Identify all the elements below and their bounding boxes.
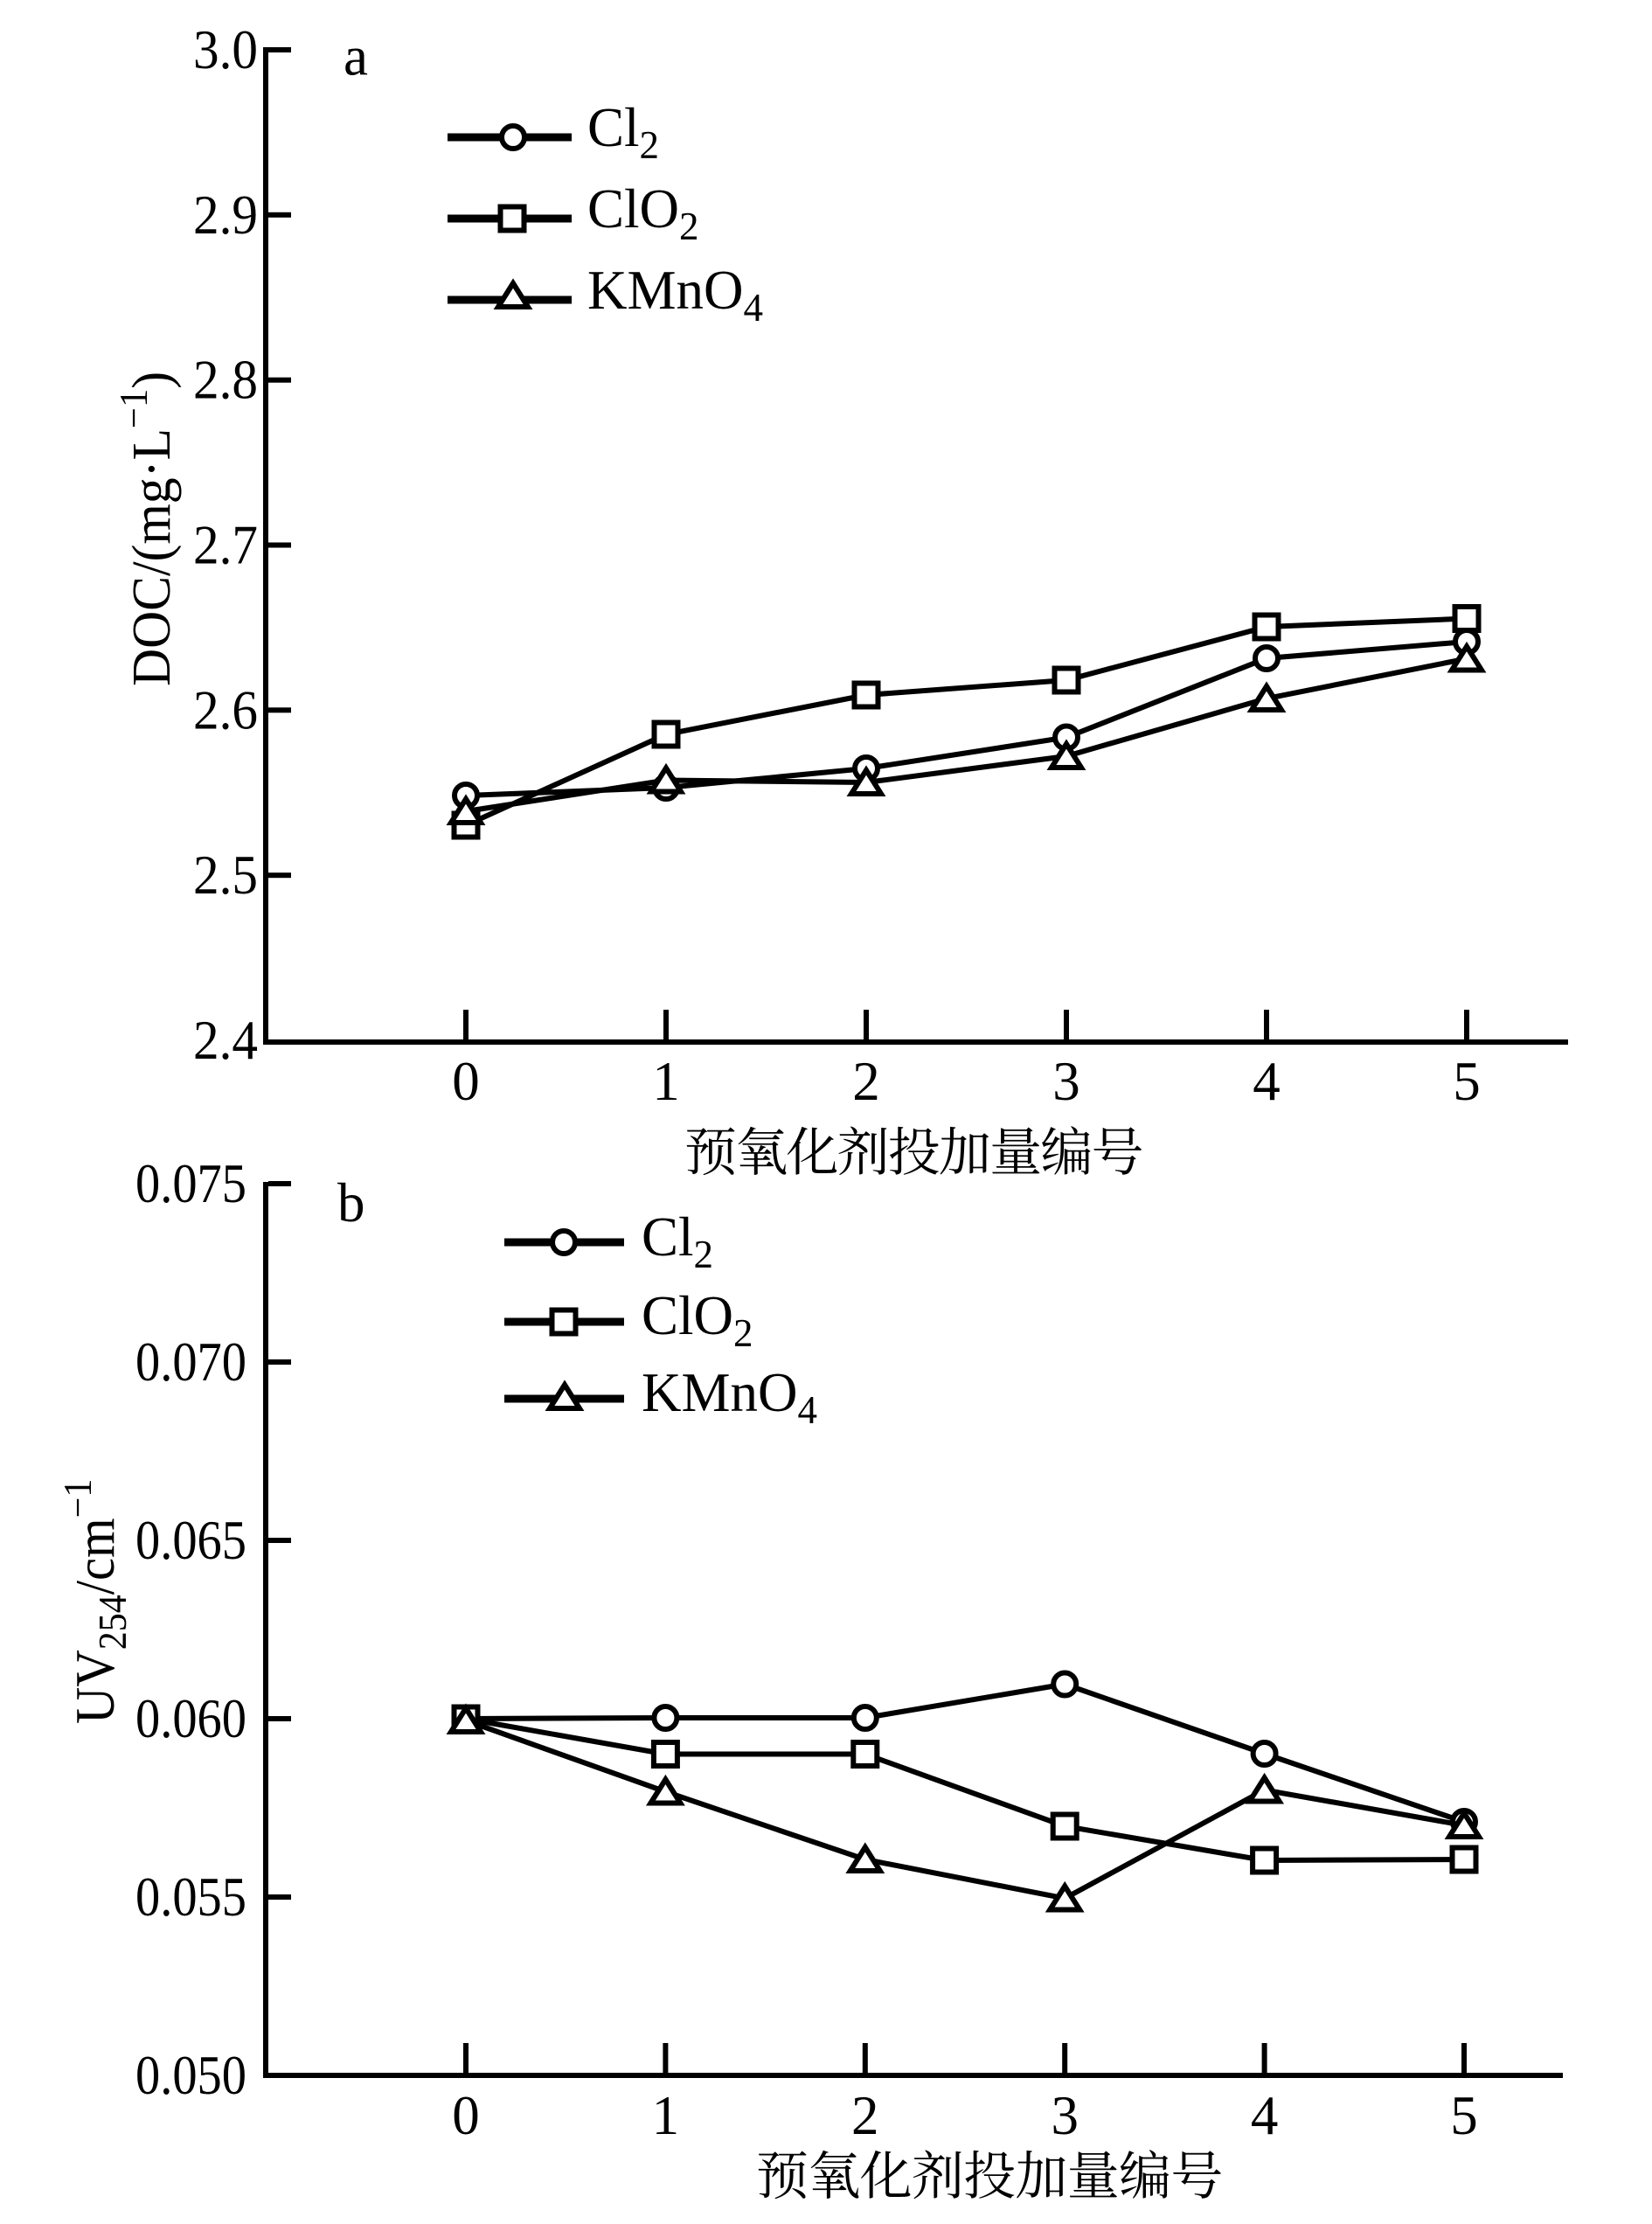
svg-text:0: 0 (452, 1051, 480, 1112)
svg-text:2.6: 2.6 (193, 679, 258, 740)
svg-text:5: 5 (1450, 2085, 1478, 2146)
svg-text:Cl2: Cl2 (587, 97, 659, 167)
svg-text:0.070: 0.070 (135, 1331, 246, 1393)
svg-text:5: 5 (1453, 1051, 1481, 1112)
svg-text:0.075: 0.075 (135, 1153, 246, 1214)
svg-text:1: 1 (652, 1051, 680, 1112)
svg-text:a: a (344, 26, 368, 87)
svg-text:ClO2: ClO2 (642, 1285, 753, 1355)
svg-text:2.7: 2.7 (193, 515, 258, 576)
svg-text:2.4: 2.4 (193, 1010, 258, 1071)
svg-text:2.8: 2.8 (193, 350, 258, 411)
svg-text:3: 3 (1052, 1051, 1080, 1112)
svg-text:Cl2: Cl2 (642, 1206, 713, 1276)
svg-text:4: 4 (1251, 2085, 1279, 2146)
svg-text:0.055: 0.055 (135, 1866, 246, 1928)
svg-text:KMnO4: KMnO4 (642, 1362, 817, 1432)
svg-text:b: b (337, 1172, 365, 1234)
svg-text:4: 4 (1253, 1051, 1281, 1112)
svg-text:0.065: 0.065 (135, 1510, 246, 1571)
svg-text:2: 2 (852, 1051, 880, 1112)
svg-text:1: 1 (652, 2085, 680, 2146)
svg-text:DOC/(mg·L−1): DOC/(mg·L−1) (113, 372, 182, 686)
svg-text:0.060: 0.060 (135, 1688, 246, 1749)
svg-text:UV254/cm−1: UV254/cm−1 (57, 1479, 135, 1724)
svg-text:2.5: 2.5 (193, 844, 258, 906)
svg-text:3: 3 (1051, 2085, 1079, 2146)
svg-text:KMnO4: KMnO4 (587, 260, 763, 330)
svg-text:3.0: 3.0 (193, 19, 258, 80)
svg-text:2.9: 2.9 (193, 184, 258, 246)
svg-text:0.050: 0.050 (135, 2045, 246, 2106)
svg-text:2: 2 (851, 2085, 879, 2146)
svg-text:ClO2: ClO2 (587, 178, 699, 248)
svg-text:0: 0 (452, 2085, 480, 2146)
